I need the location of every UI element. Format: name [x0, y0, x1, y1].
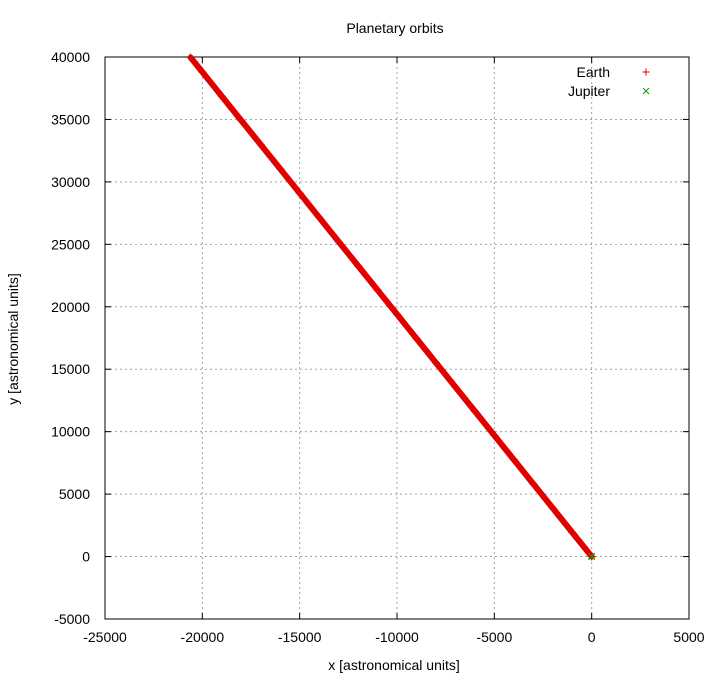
legend: Earth Jupiter: [568, 64, 650, 99]
x-axis-label: x [astronomical units]: [328, 657, 460, 673]
legend-label-jupiter: Jupiter: [568, 83, 610, 99]
y-tick-label: -5000: [54, 611, 90, 627]
y-axis-ticks: -5000 0 5000 10000 15000 20000 25000 30000 35000…: [51, 49, 689, 627]
legend-label-earth: Earth: [577, 64, 610, 80]
grid: [105, 57, 689, 619]
x-tick-label: -15000: [278, 629, 322, 645]
x-tick-label: 0: [588, 629, 596, 645]
legend-jupiter-glyph: [643, 88, 649, 94]
y-tick-label: 5000: [59, 486, 90, 502]
chart-title: Planetary orbits: [346, 20, 443, 36]
x-tick-label: -25000: [83, 629, 127, 645]
y-tick-label: 0: [82, 549, 90, 565]
legend-earth-glyph: [643, 69, 650, 76]
y-tick-label: 30000: [51, 174, 90, 190]
y-tick-label: 35000: [51, 111, 90, 127]
y-tick-label: 15000: [51, 361, 90, 377]
series-earth: [187, 53, 596, 560]
y-tick-label: 40000: [51, 49, 90, 65]
x-tick-label: -10000: [375, 629, 419, 645]
legend-marker-jupiter: [643, 88, 649, 94]
y-axis-label: y [astronomical units]: [5, 273, 21, 405]
y-tick-label: 25000: [51, 236, 90, 252]
y-tick-label: 20000: [51, 299, 90, 315]
x-tick-label: -5000: [476, 629, 512, 645]
legend-marker-earth: [643, 69, 650, 76]
x-tick-label: -20000: [181, 629, 225, 645]
y-tick-label: 10000: [51, 424, 90, 440]
x-tick-label: 5000: [673, 629, 704, 645]
